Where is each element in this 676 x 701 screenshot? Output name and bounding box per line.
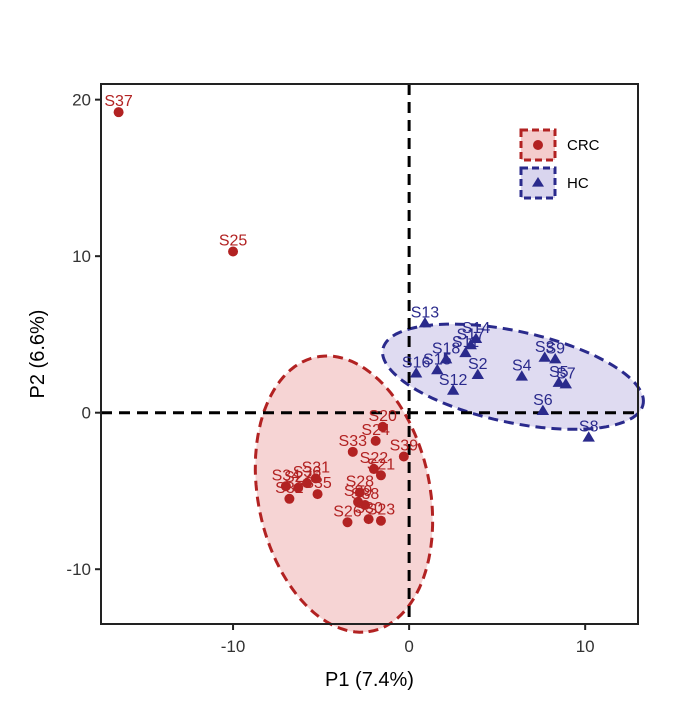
point-label-s21: S21 (367, 456, 396, 473)
point-label-s25: S25 (219, 232, 248, 249)
point-s24 (370, 435, 381, 446)
x-tick-label: -10 (221, 637, 246, 656)
point-label-s11: S11 (452, 334, 479, 351)
x-axis-title: P1 (7.4%) (325, 669, 414, 691)
point-label-s36: S36 (293, 464, 322, 481)
x-tick-label: 0 (404, 637, 413, 656)
legend-marker (532, 177, 544, 187)
point-label-s35: S35 (303, 475, 332, 492)
point-s6 (536, 404, 550, 415)
point-labels: S37S25S20S24S39S33S22S21S31S36S35S34S27S… (104, 93, 598, 520)
ellipse-hc (381, 322, 645, 431)
point-label-s31: S31 (302, 459, 331, 476)
legend-marker (533, 140, 543, 150)
point-label-s9: S9 (545, 340, 565, 357)
legend-item-crc: CRC (519, 128, 600, 162)
point-label-s38: S38 (351, 486, 380, 503)
point-label-s20: S20 (368, 408, 397, 425)
point-s30 (363, 514, 374, 525)
point-s21 (375, 470, 386, 481)
plot-panel-border (100, 83, 639, 625)
point-s12 (447, 384, 460, 395)
point-label-s26: S26 (333, 503, 362, 520)
reference-lines (101, 84, 638, 624)
point-s27 (293, 482, 304, 493)
ellipse-crc (253, 354, 435, 634)
point-label-s18: S18 (432, 340, 461, 357)
y-tick-label: 20 (72, 91, 91, 110)
point-label-s33: S33 (339, 433, 368, 450)
point-label-s22: S22 (360, 450, 389, 467)
point-s31 (310, 473, 321, 484)
point-s36 (301, 478, 312, 489)
point-label-s29: S29 (344, 483, 373, 500)
point-s11 (459, 346, 472, 358)
point-s18 (439, 353, 453, 364)
point-label-s24: S24 (361, 422, 390, 439)
point-s39 (398, 451, 409, 462)
y-tick-label: 10 (72, 247, 91, 266)
point-label-s3: S3 (535, 339, 555, 356)
point-label-s32: S32 (275, 480, 304, 497)
point-label-s30: S30 (354, 500, 383, 517)
point-s16 (410, 367, 423, 378)
point-label-s8: S8 (579, 419, 599, 436)
point-s26 (342, 517, 353, 528)
point-label-s28: S28 (346, 474, 375, 491)
x-tick-label: 10 (576, 637, 595, 656)
point-label-s12: S12 (439, 372, 468, 389)
point-s20 (377, 421, 388, 432)
point-label-s13: S13 (411, 304, 440, 321)
legend: CRC HC (519, 128, 600, 200)
point-label-s27: S27 (284, 469, 313, 486)
point-s34 (280, 481, 291, 492)
legend-key (519, 166, 557, 200)
point-s5 (552, 376, 565, 387)
point-s28 (354, 487, 365, 498)
point-label-s39: S39 (390, 438, 419, 455)
confidence-ellipses (253, 322, 645, 634)
point-s14 (469, 332, 483, 343)
point-label-s6: S6 (533, 392, 553, 409)
y-axis-title: P2 (6.6%) (27, 310, 49, 399)
point-label-s37: S37 (104, 93, 133, 110)
point-label-s14: S14 (462, 320, 491, 337)
point-s35 (312, 489, 323, 500)
y-tick-label: 0 (82, 404, 91, 423)
point-s22 (368, 464, 379, 475)
point-label-s7: S7 (556, 366, 576, 383)
point-label-s5: S5 (549, 364, 569, 381)
point-s37 (113, 107, 124, 118)
point-label-s15: S15 (423, 351, 452, 368)
point-s15 (431, 363, 444, 375)
point-s7 (559, 378, 572, 389)
legend-label: CRC (567, 137, 600, 154)
point-label-s34: S34 (272, 467, 301, 484)
point-s4 (515, 370, 528, 381)
point-s25 (228, 246, 239, 257)
legend-label: HC (567, 175, 589, 192)
point-label-s16: S16 (402, 355, 431, 372)
point-label-s4: S4 (512, 358, 532, 375)
point-s23 (375, 515, 386, 526)
point-s13 (418, 317, 432, 328)
point-s9 (549, 353, 562, 364)
point-s2 (471, 368, 484, 379)
y-tick-label: -10 (66, 560, 91, 579)
data-points (113, 107, 595, 528)
point-label-s2: S2 (468, 356, 488, 373)
point-s8 (582, 431, 595, 442)
point-label-s23: S23 (367, 502, 396, 519)
axes: -10 0 10 -10 0 10 20 (66, 91, 594, 656)
point-s3 (538, 351, 551, 362)
point-label-s17: S17 (457, 326, 486, 343)
point-s29 (353, 496, 364, 507)
legend-item-hc: HC (519, 166, 589, 200)
point-s17 (464, 338, 477, 350)
point-s33 (347, 446, 358, 457)
point-s32 (284, 493, 295, 504)
